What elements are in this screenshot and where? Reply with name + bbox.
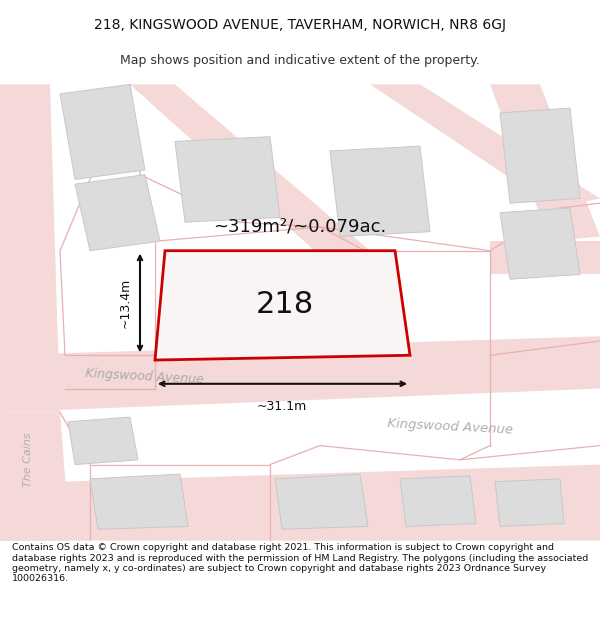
Polygon shape [275, 474, 368, 529]
Text: ~13.4m: ~13.4m [119, 278, 132, 328]
Polygon shape [370, 84, 600, 208]
Polygon shape [490, 84, 600, 241]
Polygon shape [90, 474, 188, 529]
Text: Map shows position and indicative extent of the property.: Map shows position and indicative extent… [120, 54, 480, 68]
Polygon shape [215, 284, 335, 339]
Polygon shape [495, 479, 564, 526]
Polygon shape [0, 336, 600, 412]
Text: ~319m²/~0.079ac.: ~319m²/~0.079ac. [214, 218, 386, 236]
Polygon shape [490, 241, 600, 274]
Polygon shape [0, 464, 600, 541]
Text: Kingswood Avenue: Kingswood Avenue [387, 417, 513, 436]
Polygon shape [175, 137, 280, 222]
Polygon shape [75, 174, 160, 251]
Text: Kingswood Avenue: Kingswood Avenue [85, 367, 205, 386]
Polygon shape [130, 84, 370, 256]
Text: Contains OS data © Crown copyright and database right 2021. This information is : Contains OS data © Crown copyright and d… [12, 543, 588, 583]
Polygon shape [60, 84, 145, 179]
Polygon shape [155, 251, 410, 360]
Polygon shape [68, 417, 138, 464]
Text: ~31.1m: ~31.1m [257, 400, 307, 413]
Polygon shape [500, 108, 580, 203]
Polygon shape [0, 412, 70, 541]
Polygon shape [330, 146, 430, 236]
Text: 218: 218 [256, 291, 314, 319]
Text: The Cains: The Cains [23, 432, 33, 487]
Text: 218, KINGSWOOD AVENUE, TAVERHAM, NORWICH, NR8 6GJ: 218, KINGSWOOD AVENUE, TAVERHAM, NORWICH… [94, 18, 506, 32]
Polygon shape [400, 476, 476, 526]
Polygon shape [0, 84, 60, 412]
Polygon shape [500, 208, 580, 279]
